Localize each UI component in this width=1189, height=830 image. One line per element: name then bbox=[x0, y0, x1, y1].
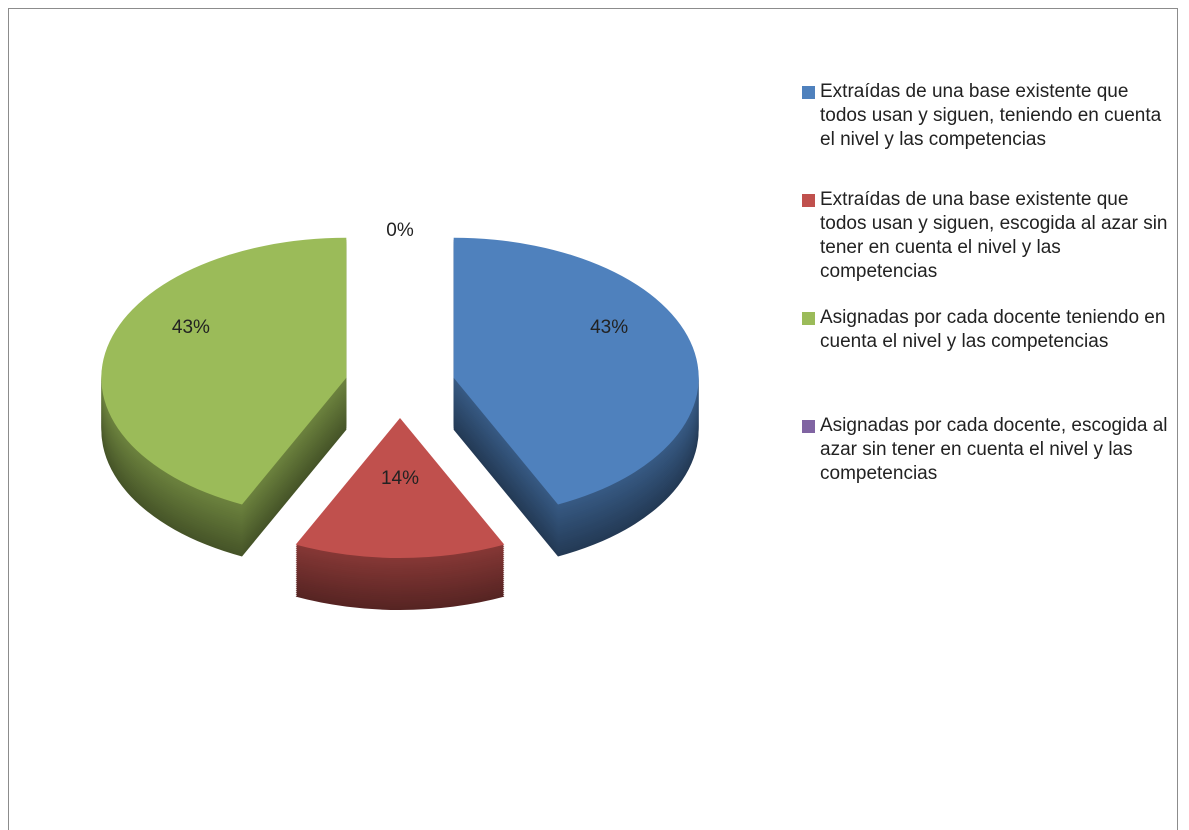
legend: Extraídas de una base existente que todo… bbox=[800, 80, 1180, 486]
legend-entry: Asignadas por cada docente, escogida al … bbox=[800, 414, 1180, 486]
legend-label: Extraídas de una base existente que todo… bbox=[820, 189, 1168, 282]
pie-slice bbox=[101, 237, 347, 505]
legend-swatch bbox=[802, 420, 815, 433]
legend-entry: Extraídas de una base existente que todo… bbox=[800, 188, 1180, 284]
legend-label: Asignadas por cada docente teniendo en c… bbox=[820, 307, 1166, 352]
legend-swatch bbox=[802, 194, 815, 207]
legend-entry: Asignadas por cada docente teniendo en c… bbox=[800, 306, 1180, 354]
data-label: 14% bbox=[381, 468, 419, 489]
legend-label: Extraídas de una base existente que todo… bbox=[820, 81, 1162, 150]
legend-label: Asignadas por cada docente, escogida al … bbox=[820, 415, 1168, 484]
chart: 43% 14% 43% 0% bbox=[101, 220, 699, 610]
pie-slice bbox=[295, 418, 505, 558]
data-label: 43% bbox=[590, 317, 628, 338]
chart-frame bbox=[8, 8, 1178, 830]
legend-swatch bbox=[802, 312, 815, 325]
legend-swatch bbox=[802, 86, 815, 99]
legend-entry: Extraídas de una base existente que todo… bbox=[800, 80, 1180, 152]
data-label: 0% bbox=[386, 220, 414, 241]
pie-slice bbox=[453, 237, 699, 505]
data-label: 43% bbox=[172, 317, 210, 338]
